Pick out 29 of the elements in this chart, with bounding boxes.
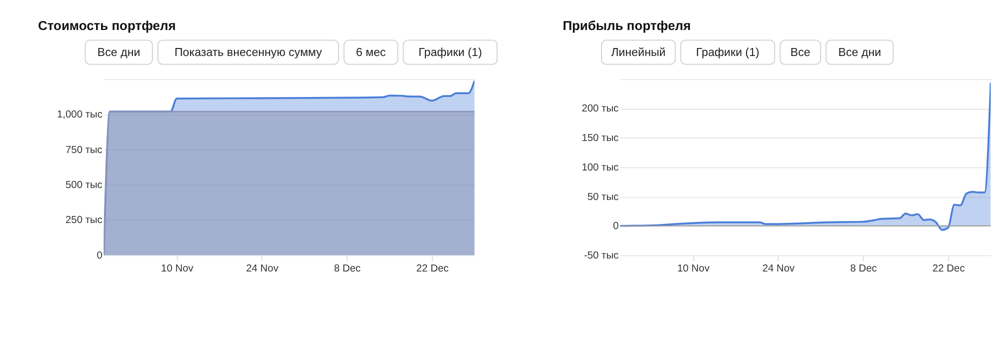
y-tick-label: 0 [96, 250, 103, 262]
x-tick-label: 8 Dec [334, 263, 361, 274]
text: Все дни [97, 46, 140, 59]
y-tick-label: 100 тыс [582, 162, 619, 174]
y-tick-label: 150 тыс [582, 133, 619, 144]
y-tick-label: 750 тыс [65, 144, 102, 156]
text: Линейный [611, 46, 666, 59]
x-tick-label: 24 Nov [762, 263, 796, 274]
text: Все [790, 46, 810, 59]
x-tick-label: 10 Nov [677, 263, 710, 274]
text: Графики (1) [418, 46, 482, 59]
chart-title: Стоимость портфеля [38, 18, 176, 34]
chart-title: Прибыль портфеля [562, 18, 691, 34]
x-tick-label: 8 Dec [850, 263, 877, 274]
y-tick-label: 1,000 тыс [57, 110, 102, 121]
y-tick-label: 250 тыс [65, 215, 102, 226]
text: Графики (1) [696, 46, 760, 59]
x-tick-label: 24 Nov [246, 263, 280, 274]
x-tick-label: 22 Dec [932, 263, 965, 274]
y-tick-label: 500 тыс [65, 180, 102, 192]
y-tick-label: 50 тыс [587, 192, 619, 203]
y-tick-label: -50 тыс [584, 250, 619, 262]
x-tick-label: 10 Nov [161, 263, 194, 274]
y-tick-label: 200 тыс [582, 104, 619, 115]
y-tick-label: 0 [612, 221, 619, 232]
text: Показать внесенную сумму [174, 46, 322, 59]
x-tick-label: 22 Dec [416, 263, 449, 274]
text: Все дни [838, 46, 882, 59]
text: 6 мес [356, 46, 386, 59]
